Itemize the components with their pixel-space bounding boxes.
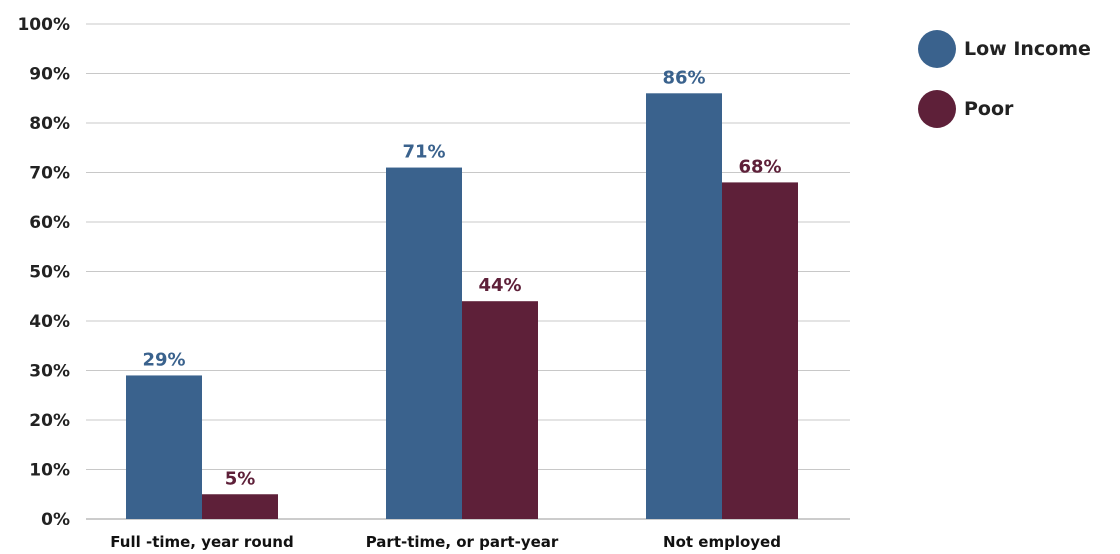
legend-item-poor: Poor	[918, 90, 1091, 128]
data-label: 5%	[225, 468, 256, 489]
x-axis: Full -time, year round Part-time, or part…	[110, 533, 781, 551]
x-category-label: Not employed	[663, 533, 781, 551]
legend: Low Income Poor	[918, 30, 1091, 150]
y-tick-label: 90%	[29, 65, 70, 85]
data-label: 44%	[478, 275, 521, 296]
y-axis: 0% 10% 20% 30% 40% 50% 60% 70% 80% 90% 100%	[17, 15, 70, 530]
legend-label-low-income: Low Income	[964, 38, 1091, 60]
y-tick-label: 100%	[17, 15, 70, 35]
data-label: 68%	[738, 156, 781, 177]
legend-swatch-low-income	[918, 30, 956, 68]
y-tick-label: 40%	[29, 312, 70, 332]
y-tick-label: 20%	[29, 411, 70, 431]
legend-item-low-income: Low Income	[918, 30, 1091, 68]
bar-low-income	[386, 167, 462, 520]
legend-label-poor: Poor	[964, 98, 1014, 120]
y-tick-label: 30%	[29, 362, 70, 382]
bar-poor	[722, 182, 798, 519]
legend-swatch-poor	[918, 90, 956, 128]
x-category-label: Full -time, year round	[110, 533, 293, 551]
y-tick-label: 50%	[29, 263, 70, 283]
bar-chart: 0% 10% 20% 30% 40% 50% 60% 70% 80% 90% 100% 29% 71%…	[17, 15, 850, 551]
bars	[126, 93, 798, 520]
data-label: 29%	[142, 349, 185, 370]
y-tick-label: 70%	[29, 164, 70, 184]
bar-low-income	[646, 93, 722, 520]
bar-poor	[462, 301, 538, 519]
y-tick-label: 60%	[29, 213, 70, 233]
data-labels: 29% 71% 86% 5% 44% 68%	[142, 67, 781, 489]
data-label: 86%	[662, 67, 705, 88]
y-tick-label: 0%	[41, 510, 70, 530]
x-category-label: Part-time, or part-year	[366, 533, 559, 551]
bar-low-income	[126, 375, 202, 519]
y-tick-label: 10%	[29, 461, 70, 481]
y-tick-label: 80%	[29, 114, 70, 134]
data-label: 71%	[402, 142, 445, 163]
bar-poor	[202, 494, 278, 519]
